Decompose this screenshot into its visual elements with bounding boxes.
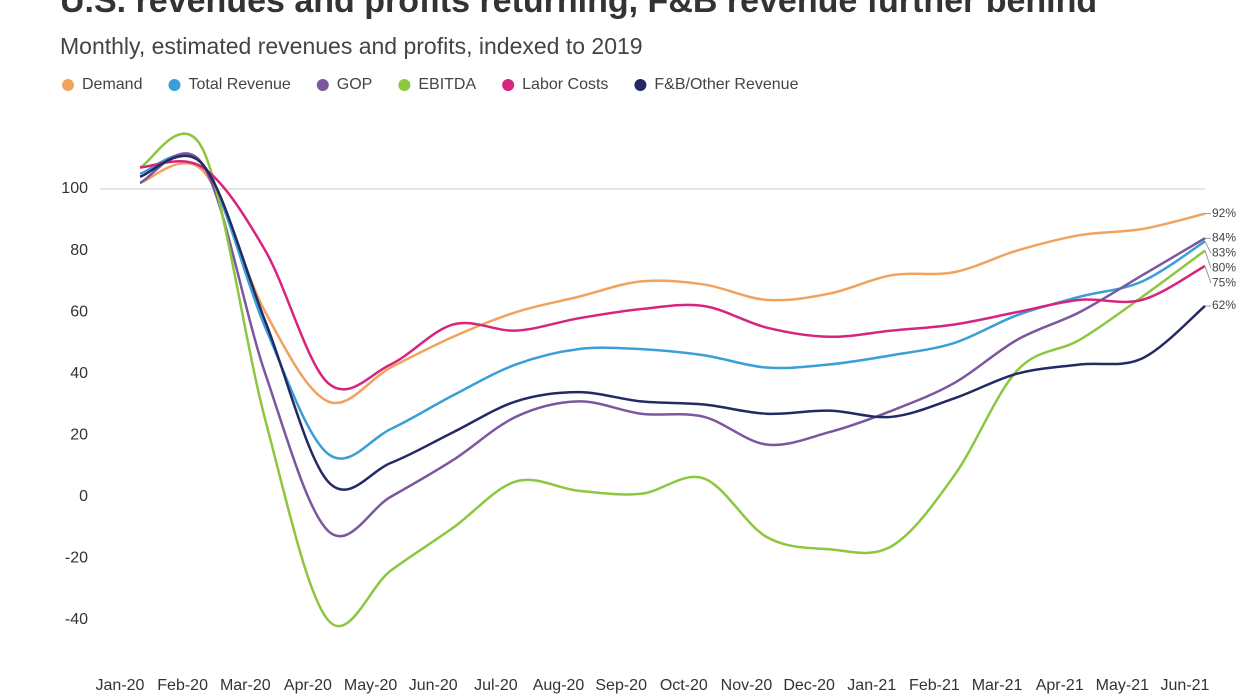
series-line <box>139 162 1206 405</box>
x-tick-label: May-21 <box>1096 677 1149 694</box>
legend-label: GOP <box>337 76 373 93</box>
y-tick-label: 40 <box>70 365 88 382</box>
x-tick-label: Nov-20 <box>721 677 773 694</box>
x-tick-label: Oct-20 <box>660 677 708 694</box>
legend-swatch <box>168 79 181 91</box>
legend-label: F&B/Other Revenue <box>654 76 798 93</box>
legend-swatch <box>502 79 515 91</box>
legend-label: EBITDA <box>418 76 476 93</box>
end-label: 62% <box>1212 298 1236 312</box>
legend-swatch <box>316 79 329 91</box>
x-tick-label: Feb-21 <box>909 677 960 694</box>
x-tick-label: Apr-20 <box>284 677 332 694</box>
label-leader <box>1204 241 1212 254</box>
y-tick-label: -40 <box>65 611 88 628</box>
x-tick-label: Aug-20 <box>533 677 585 694</box>
x-tick-label: Jan-21 <box>847 677 896 694</box>
x-tick-label: Jan-20 <box>96 677 145 694</box>
y-tick-label: 100 <box>61 180 88 197</box>
x-tick-label: Mar-21 <box>972 677 1023 694</box>
chart-subtitle: Monthly, estimated revenues and profits,… <box>60 33 643 59</box>
y-tick-label: 60 <box>70 303 88 320</box>
y-tick-label: 0 <box>79 488 88 505</box>
legend-swatch <box>398 79 411 91</box>
end-label: 80% <box>1212 260 1236 274</box>
series-line <box>139 160 1206 391</box>
x-tick-label: Dec-20 <box>783 677 835 694</box>
series-line <box>139 154 1206 491</box>
y-tick-label: 20 <box>70 427 88 444</box>
y-tick-label: -20 <box>65 550 88 567</box>
x-tick-label: Sep-20 <box>595 677 647 694</box>
x-tick-label: May-20 <box>344 677 397 694</box>
x-tick-label: Jul-20 <box>474 677 518 694</box>
label-leader <box>1204 265 1212 284</box>
legend-swatch <box>634 79 647 91</box>
x-tick-label: Mar-20 <box>220 677 271 694</box>
x-tick-label: Jun-21 <box>1161 677 1210 694</box>
end-label: 75% <box>1212 275 1236 289</box>
x-tick-label: Jun-20 <box>409 677 458 694</box>
x-tick-label: Feb-20 <box>157 677 208 694</box>
series-line <box>139 152 1206 538</box>
legend-label: Demand <box>82 76 142 93</box>
label-leader <box>1204 250 1212 269</box>
series-line <box>139 132 1206 628</box>
y-tick-label: 80 <box>70 242 88 259</box>
chart-title: U.S. revenues and profits returning, F&B… <box>60 0 1097 20</box>
end-label: 92% <box>1212 206 1236 220</box>
x-tick-label: Apr-21 <box>1036 677 1084 694</box>
end-label: 83% <box>1212 245 1236 259</box>
legend-swatch <box>62 79 74 91</box>
legend-label: Total Revenue <box>188 76 290 93</box>
legend-label: Labor Costs <box>522 76 608 93</box>
end-label: 84% <box>1212 230 1236 244</box>
